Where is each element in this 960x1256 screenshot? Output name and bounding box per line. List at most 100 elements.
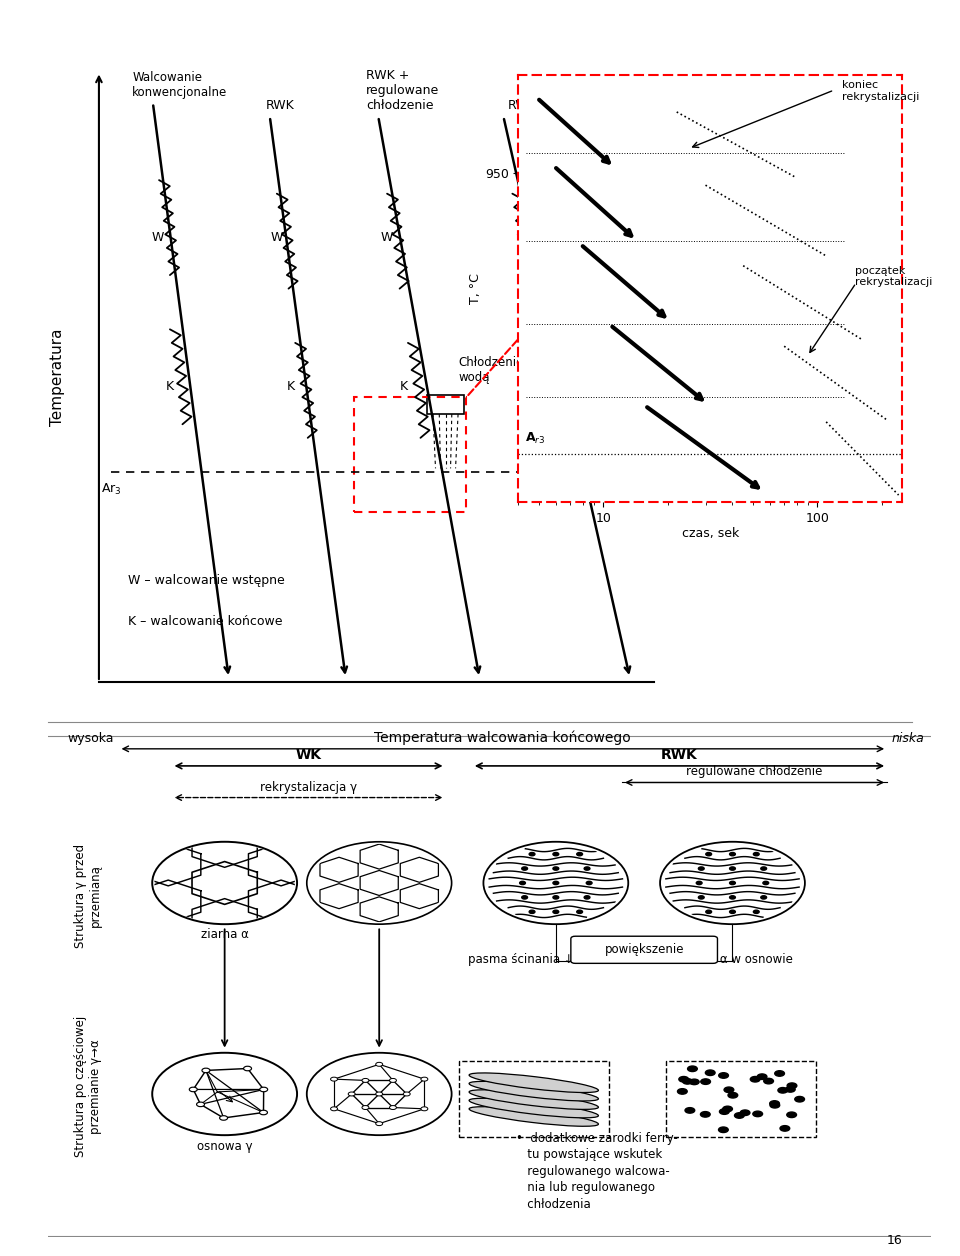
Circle shape	[529, 911, 535, 913]
Text: Temperatura walcowania końcowego: Temperatura walcowania końcowego	[374, 730, 632, 745]
Text: K: K	[166, 381, 174, 393]
Circle shape	[587, 882, 592, 884]
Circle shape	[698, 896, 705, 899]
Bar	[459, 1061, 609, 1137]
Text: niska: niska	[892, 732, 924, 745]
Y-axis label: T, °C: T, °C	[469, 274, 482, 304]
Text: Chłodzenie
wodą: Chłodzenie wodą	[458, 355, 523, 384]
Circle shape	[754, 911, 759, 913]
Circle shape	[189, 1088, 197, 1091]
Circle shape	[330, 1078, 338, 1081]
Circle shape	[701, 1079, 710, 1084]
Text: Struktura po częściowej
przemianie γ→α: Struktura po częściowej przemianie γ→α	[74, 1016, 102, 1157]
Text: K – walcowanie końcowe: K – walcowanie końcowe	[129, 614, 282, 628]
Text: K: K	[399, 381, 408, 393]
Circle shape	[757, 1074, 767, 1079]
Circle shape	[420, 1078, 428, 1081]
Circle shape	[197, 1102, 204, 1107]
Text: Temperatura: Temperatura	[50, 328, 64, 426]
Circle shape	[718, 1127, 729, 1133]
Circle shape	[760, 867, 767, 870]
Circle shape	[420, 1107, 428, 1110]
Circle shape	[220, 1115, 228, 1120]
Text: W: W	[152, 231, 164, 244]
Text: rekrystalizacja γ: rekrystalizacja γ	[260, 780, 357, 794]
Circle shape	[689, 1079, 699, 1085]
Text: A$_{r3}$: A$_{r3}$	[525, 431, 545, 446]
Circle shape	[764, 1079, 774, 1084]
Circle shape	[780, 1125, 790, 1132]
Bar	[666, 1061, 816, 1137]
Circle shape	[787, 1083, 797, 1089]
Text: Walcowanie
konwencjonalne: Walcowanie konwencjonalne	[132, 70, 228, 99]
Text: Struktura γ przed
przemianą: Struktura γ przed przemianą	[74, 844, 102, 947]
Circle shape	[763, 882, 769, 884]
Text: RWK +
regulowane
chłodzenie: RWK + regulowane chłodzenie	[366, 69, 440, 112]
Bar	[353, 397, 467, 512]
Circle shape	[719, 1073, 729, 1078]
Text: regulowane chłodzenie: regulowane chłodzenie	[686, 765, 823, 779]
Circle shape	[202, 1068, 210, 1073]
Circle shape	[706, 911, 711, 913]
Circle shape	[778, 1088, 787, 1093]
Circle shape	[730, 853, 735, 855]
Ellipse shape	[469, 1073, 598, 1093]
Circle shape	[362, 1079, 369, 1083]
Circle shape	[679, 1076, 688, 1081]
PathPatch shape	[155, 843, 295, 923]
Circle shape	[553, 853, 559, 855]
Text: WK: WK	[296, 747, 322, 762]
Circle shape	[687, 1066, 697, 1071]
Text: RWK: RWK	[266, 99, 295, 112]
Circle shape	[519, 882, 525, 884]
FancyBboxPatch shape	[571, 936, 717, 963]
Circle shape	[584, 867, 590, 870]
Circle shape	[529, 853, 535, 855]
Ellipse shape	[469, 1098, 598, 1118]
Text: koniec
rekrystalizacji: koniec rekrystalizacji	[842, 80, 919, 102]
Circle shape	[701, 1112, 710, 1117]
Circle shape	[553, 882, 559, 884]
Circle shape	[706, 853, 711, 855]
Text: powiększenie: powiększenie	[605, 943, 684, 956]
Circle shape	[362, 1105, 369, 1109]
Circle shape	[683, 1079, 692, 1084]
Circle shape	[730, 867, 735, 870]
Circle shape	[259, 1110, 268, 1115]
Text: K: K	[287, 381, 295, 393]
Text: RWR: RWR	[508, 99, 538, 112]
Circle shape	[724, 1086, 733, 1093]
Circle shape	[553, 911, 559, 913]
X-axis label: czas, sek: czas, sek	[682, 526, 739, 540]
Circle shape	[348, 1091, 355, 1096]
Circle shape	[260, 1088, 268, 1091]
Text: 16: 16	[887, 1235, 902, 1247]
Text: pasma ścinania ↓: pasma ścinania ↓	[468, 953, 573, 966]
Circle shape	[685, 1108, 695, 1113]
Circle shape	[696, 882, 702, 884]
Circle shape	[785, 1086, 795, 1093]
Circle shape	[795, 1096, 804, 1102]
Circle shape	[730, 896, 735, 899]
Circle shape	[577, 911, 583, 913]
Circle shape	[734, 1113, 744, 1118]
Circle shape	[244, 1066, 252, 1071]
Text: W: W	[270, 231, 282, 244]
Circle shape	[730, 911, 735, 913]
Circle shape	[698, 867, 705, 870]
Text: Ar$_3$: Ar$_3$	[102, 482, 122, 497]
Bar	[427, 396, 464, 414]
Circle shape	[770, 1100, 780, 1107]
Circle shape	[753, 1112, 762, 1117]
Circle shape	[553, 896, 559, 899]
Circle shape	[375, 1122, 383, 1125]
Circle shape	[730, 882, 735, 884]
Text: początek
rekrystalizacji: początek rekrystalizacji	[855, 266, 932, 288]
Text: wysoka: wysoka	[68, 732, 114, 745]
Circle shape	[770, 1103, 780, 1108]
Circle shape	[375, 1063, 383, 1066]
Text: •  dodatkowe zarodki ferry-
   tu powstające wskutek
   regulowanego walcowa-
  : • dodatkowe zarodki ferry- tu powstające…	[516, 1132, 678, 1211]
Circle shape	[728, 1093, 737, 1098]
Circle shape	[390, 1105, 396, 1109]
Circle shape	[719, 1109, 730, 1114]
